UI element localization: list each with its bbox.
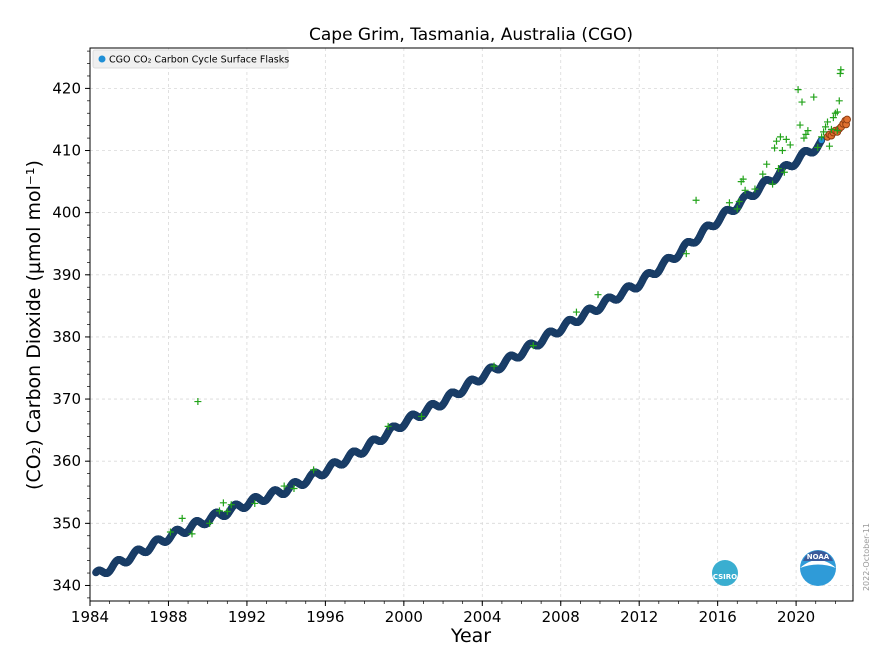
datestamp: 2022-October-11 <box>862 523 871 591</box>
x-tick-label: 2008 <box>542 608 580 626</box>
y-tick-label: 380 <box>52 328 81 346</box>
flagged-point <box>818 133 826 141</box>
flagged-point <box>833 108 841 116</box>
flagged-point <box>796 121 804 129</box>
flagged-point <box>251 499 259 507</box>
flagged-point <box>280 482 288 490</box>
flagged-point <box>751 185 759 193</box>
flagged-point <box>824 118 832 126</box>
csiro-logo-text: CSIRO <box>713 573 737 581</box>
noaa-logo-top <box>803 550 833 561</box>
y-tick-label: 410 <box>52 142 81 160</box>
x-tick-label: 1996 <box>306 608 344 626</box>
noaa-logo: NOAA <box>800 550 836 586</box>
flagged-point <box>188 530 196 538</box>
flagged-point <box>166 528 174 536</box>
legend-marker <box>98 55 106 63</box>
flagged-point <box>786 141 794 149</box>
ticks: 1984 1988 1992 1996 2000 2004 2008 2012 2016 2020… <box>52 50 836 626</box>
legend-box <box>92 49 289 69</box>
flagged-point <box>741 186 749 194</box>
csiro-logo-circle <box>712 560 738 586</box>
x-tick-label: 1992 <box>228 608 266 626</box>
flagged-point <box>820 128 828 136</box>
flagged-point <box>215 507 223 515</box>
flagged-point <box>763 160 771 168</box>
noaa-logo-text: NOAA <box>807 553 830 561</box>
flagged-point <box>572 308 580 316</box>
flagged-point <box>759 170 767 178</box>
flagged-point <box>804 127 812 135</box>
flagged-point <box>725 199 733 207</box>
flagged-point <box>776 133 784 141</box>
flagged-point <box>802 130 810 138</box>
x-axis-label: Year <box>450 625 491 647</box>
y-tick-label: 400 <box>52 204 81 222</box>
x-tick-label: 2012 <box>620 608 658 626</box>
flagged-point <box>814 143 822 151</box>
flagged-point <box>780 168 788 176</box>
flask-series <box>92 136 826 578</box>
x-tick-label: 2004 <box>463 608 501 626</box>
flagged-point <box>194 398 202 406</box>
flagged-series <box>166 66 845 538</box>
x-tick-label: 2016 <box>699 608 737 626</box>
flagged-point <box>771 144 779 152</box>
y-tick-label: 340 <box>52 576 81 594</box>
flagged-point <box>384 422 392 430</box>
flagged-point <box>769 180 777 188</box>
y-tick-label: 420 <box>52 79 81 97</box>
flagged-point <box>178 514 186 522</box>
flagged-point <box>810 93 818 101</box>
flagged-point <box>774 165 782 173</box>
flagged-point <box>223 508 231 516</box>
flagged-point <box>773 137 781 145</box>
noaa-logo-bird <box>800 560 836 568</box>
y-axis-label: (CO₂) Carbon Dioxide (µmol mol⁻¹) <box>23 160 45 490</box>
flagged-point <box>833 127 841 135</box>
flagged-point <box>417 412 425 420</box>
chart-title: Cape Grim, Tasmania, Australia (CGO) <box>309 25 633 45</box>
flagged-point <box>290 485 298 493</box>
y-tick-label: 360 <box>52 452 81 470</box>
plot-area <box>90 48 853 601</box>
flagged-point <box>733 205 741 213</box>
flagged-point <box>825 142 833 150</box>
flagged-point <box>835 97 843 105</box>
flagged-point <box>219 499 227 507</box>
flagged-point <box>682 250 690 258</box>
flagged-point <box>782 135 790 143</box>
x-tick-label: 2000 <box>385 608 423 626</box>
flagged-point <box>798 98 806 106</box>
y-tick-label: 390 <box>52 266 81 284</box>
flagged-point <box>837 66 845 74</box>
preliminary-point <box>843 115 851 124</box>
flagged-point <box>794 86 802 94</box>
plot-marks <box>92 66 851 578</box>
y-tick-label: 350 <box>52 514 81 532</box>
flagged-point <box>829 114 837 122</box>
x-tick-label: 2020 <box>777 608 815 626</box>
flagged-point <box>822 123 830 131</box>
flagged-point <box>206 519 214 527</box>
flagged-point <box>692 196 700 204</box>
x-tick-label: 1984 <box>71 608 109 626</box>
y-tick-label: 370 <box>52 390 81 408</box>
legend: CGO CO₂ Carbon Cycle Surface Flasks <box>92 49 289 69</box>
x-tick-label: 1988 <box>149 608 187 626</box>
flagged-point <box>529 342 537 350</box>
flagged-point <box>594 291 602 299</box>
flagged-point <box>800 134 808 142</box>
flagged-point <box>778 147 786 155</box>
flagged-point <box>310 466 318 474</box>
flagged-point <box>227 501 235 509</box>
flagged-point <box>735 197 743 205</box>
flagged-point <box>827 125 835 133</box>
legend-label: CGO CO₂ Carbon Cycle Surface Flasks <box>109 55 289 66</box>
csiro-logo: CSIRO <box>712 560 738 586</box>
flagged-point <box>739 175 747 183</box>
flagged-point <box>490 362 498 370</box>
